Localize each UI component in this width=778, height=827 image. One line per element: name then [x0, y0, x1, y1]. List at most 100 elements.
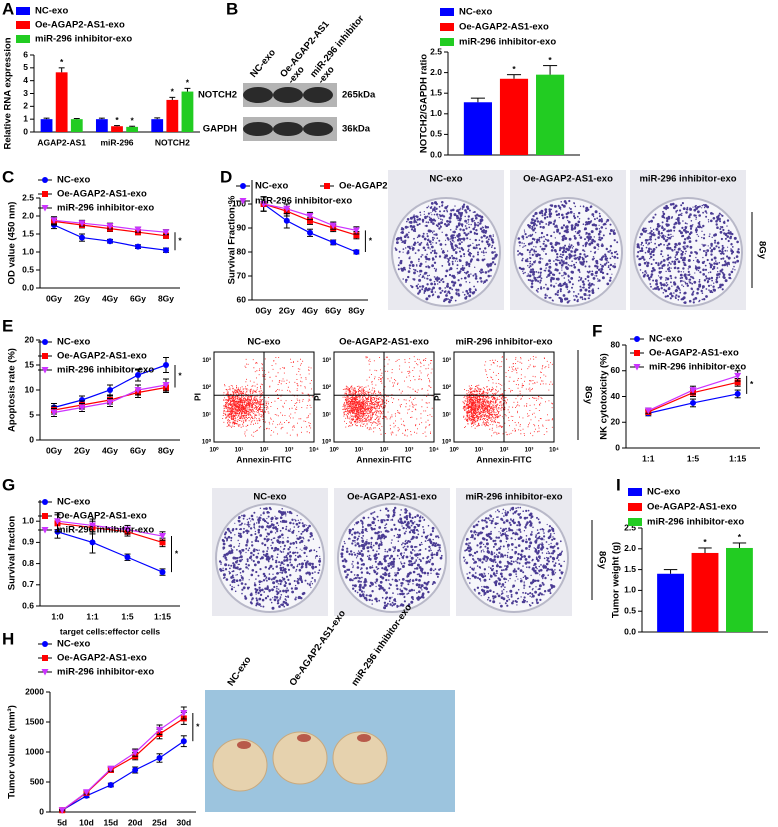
bar	[95, 119, 108, 132]
point	[89, 522, 96, 529]
legend-marker	[42, 177, 48, 183]
point	[352, 227, 360, 234]
point	[283, 205, 291, 213]
y-tick-label: 0.5	[22, 264, 34, 274]
bar	[40, 119, 53, 132]
y-axis-label: Survival Fraction:%	[227, 195, 238, 284]
flow-y-tick: 10³	[442, 357, 451, 364]
y-axis-label: Apoptosis rate (%)	[7, 348, 18, 432]
flow-y-label: PI	[192, 393, 202, 401]
x-tick-label: 10d	[79, 817, 94, 827]
series-line	[61, 740, 185, 811]
point	[134, 226, 142, 234]
y-tick-label: 1.0	[430, 108, 442, 118]
flow-x-label: Annexin-FITC	[356, 454, 411, 464]
legend-marker	[324, 183, 330, 189]
significance-star: *	[115, 115, 119, 125]
tumor-spot	[237, 741, 251, 749]
dose-label: 8Gy	[596, 551, 607, 570]
flow-x-tick: 10¹	[475, 447, 484, 454]
plate	[633, 197, 743, 307]
series-line	[61, 712, 185, 811]
y-tick-label: 40	[611, 391, 621, 401]
legend-swatch	[16, 7, 30, 15]
point	[307, 217, 313, 224]
y-tick-label: 0.6	[22, 600, 34, 610]
panel-letter: F	[592, 321, 602, 340]
y-tick-label: 20	[611, 417, 621, 427]
y-tick-label: 0.0	[22, 282, 34, 292]
x-tick-label: 2Gy	[74, 445, 90, 455]
plate-title: miR-296 inhibitor-exo	[465, 492, 562, 503]
flow-x-label: Annexin-FITC	[236, 454, 291, 464]
colonies	[394, 201, 498, 304]
x-tick-label: 2Gy	[74, 293, 90, 303]
y-tick-label: 80	[237, 246, 247, 256]
y-tick-label: 0	[39, 806, 44, 816]
blot-band	[273, 122, 303, 136]
x-tick-label: 15d	[104, 817, 119, 827]
x-tick-label: 6Gy	[130, 445, 146, 455]
panel-letter: H	[2, 629, 14, 648]
y-tick-label: 0.7	[22, 579, 34, 589]
legend-label: NC-exo	[35, 6, 68, 17]
colonies	[517, 199, 619, 304]
x-tick-label: 8Gy	[158, 293, 174, 303]
legend-label: miR-296 inhibitor-exo	[57, 525, 154, 536]
legend-marker	[240, 183, 246, 189]
flow-x-tick: 10²	[380, 447, 389, 454]
blot-band	[303, 122, 333, 136]
point	[306, 213, 314, 220]
point	[159, 539, 166, 546]
x-tick-label: 0Gy	[46, 293, 62, 303]
bar	[499, 78, 529, 155]
legend-swatch	[440, 8, 454, 16]
y-tick-label: 1.0	[22, 515, 34, 525]
x-tick-label: 6Gy	[130, 293, 146, 303]
legend-label: NC-exo	[57, 337, 90, 348]
significance-star: *	[703, 537, 707, 547]
legend-label: NC-exo	[459, 7, 492, 18]
panel-letter: D	[220, 167, 232, 186]
y-tick-label: 0.5	[624, 605, 636, 615]
flow-x-tick: 10⁰	[329, 447, 339, 454]
flow-y-tick: 10²	[322, 384, 331, 391]
tumor	[212, 738, 268, 792]
x-tick-label: 4Gy	[102, 445, 118, 455]
legend-label: NC-exo	[255, 181, 288, 192]
y-tick-label: 2.5	[22, 192, 34, 202]
panel-letter: C	[2, 167, 14, 186]
y-axis-label: NOTCH2/GAPDH ratio	[419, 54, 430, 153]
point	[124, 554, 131, 561]
y-tick-label: 1.0	[624, 585, 636, 595]
significance-star: *	[548, 55, 552, 65]
legend-label: miR-296 inhibitor-exo	[57, 667, 154, 678]
y-tick-label: 4	[23, 75, 28, 85]
legend-marker	[41, 527, 49, 534]
y-tick-label: 1.5	[624, 564, 636, 574]
blot-band	[303, 87, 333, 103]
point	[690, 399, 696, 406]
plate	[459, 503, 569, 613]
legend-marker	[42, 513, 48, 519]
flow-x-tick: 10³	[285, 447, 294, 454]
point	[734, 379, 741, 386]
legend-label: miR-296 inhibitor-exo	[57, 365, 154, 376]
y-tick-label: 15	[25, 359, 35, 369]
legend-label: miR-296 inhibitor-exo	[255, 196, 352, 207]
y-tick-label: 80	[611, 339, 621, 349]
legend-marker	[634, 350, 640, 356]
bar	[55, 72, 68, 132]
point	[307, 229, 313, 236]
x-tick-label: 1:1	[642, 453, 655, 463]
significance-star: *	[512, 64, 516, 74]
significance-star: *	[750, 379, 754, 389]
flow-x-tick: 10²	[260, 447, 269, 454]
series-line	[57, 520, 163, 537]
series-line	[57, 531, 163, 573]
x-tick-label: 1:5	[121, 611, 134, 621]
flow-y-tick: 10⁰	[202, 439, 212, 446]
point	[54, 518, 61, 525]
legend-swatch	[16, 21, 30, 29]
legend-label: Oe-AGAP2-AS1-exo	[649, 348, 739, 359]
